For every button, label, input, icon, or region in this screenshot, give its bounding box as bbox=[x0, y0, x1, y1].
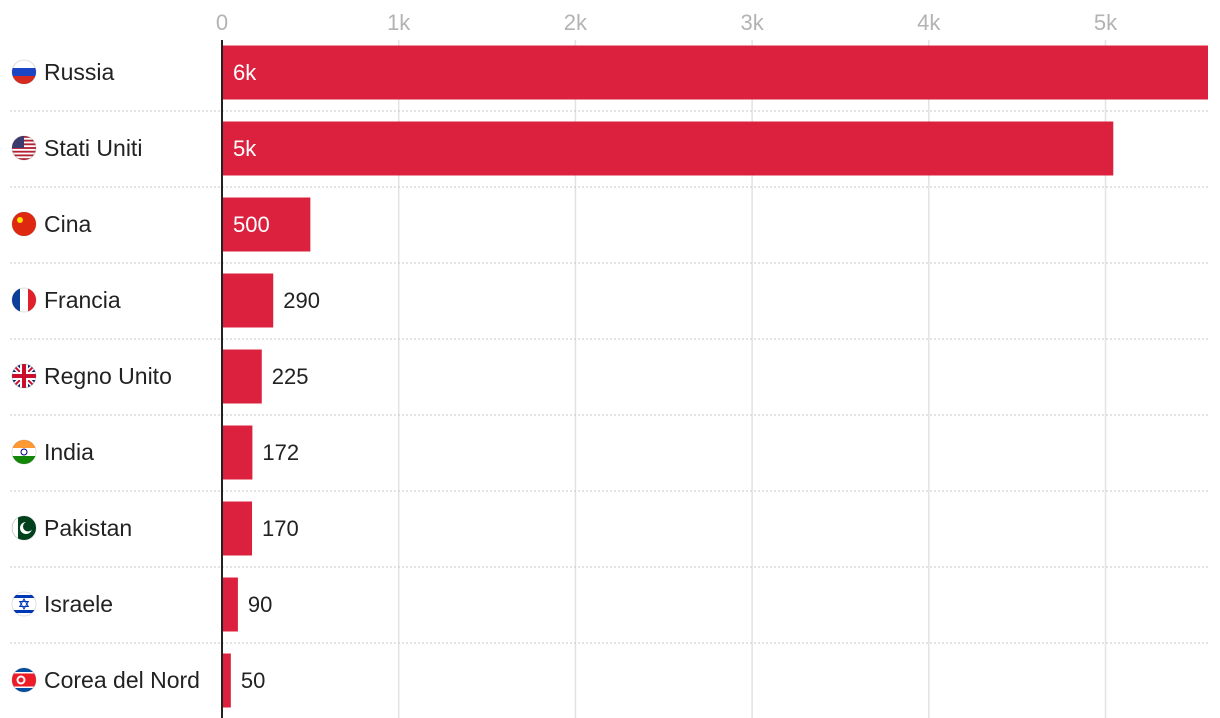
x-tick-label: 0 bbox=[216, 10, 228, 35]
israel-flag-icon bbox=[11, 591, 37, 617]
usa-flag-icon bbox=[11, 135, 37, 161]
bar bbox=[222, 577, 238, 632]
category-labels: Russia Stati Uniti Cina Francia Regno Unito I… bbox=[11, 59, 200, 693]
bar-value-label: 172 bbox=[262, 440, 299, 465]
uk-flag-icon bbox=[11, 363, 37, 389]
row-separators bbox=[10, 110, 1208, 644]
x-tick-label: 1k bbox=[387, 10, 411, 35]
bar bbox=[222, 121, 1114, 176]
bar-value-label: 500 bbox=[233, 212, 270, 237]
bar-value-label: 225 bbox=[272, 364, 309, 389]
bar-value-label: 5k bbox=[233, 136, 257, 161]
x-tick-label: 4k bbox=[917, 10, 941, 35]
russia-flag-icon bbox=[11, 59, 37, 85]
category-label: India bbox=[44, 439, 94, 465]
china-flag-icon bbox=[11, 211, 37, 237]
bar bbox=[222, 425, 253, 480]
bar-value-label: 90 bbox=[248, 592, 272, 617]
bar bbox=[222, 45, 1208, 100]
bar bbox=[222, 349, 262, 404]
india-flag-icon bbox=[11, 439, 37, 465]
category-label: Russia bbox=[44, 59, 115, 85]
x-tick-label: 3k bbox=[740, 10, 764, 35]
bar bbox=[222, 197, 311, 252]
x-tick-label: 2k bbox=[564, 10, 588, 35]
bar bbox=[222, 501, 253, 556]
bar-value-label: 290 bbox=[283, 288, 320, 313]
bar bbox=[222, 653, 231, 708]
bar-value-label: 170 bbox=[262, 516, 299, 541]
north-korea-flag-icon bbox=[11, 667, 37, 693]
category-label: Cina bbox=[44, 211, 92, 237]
x-tick-label: 5k bbox=[1094, 10, 1118, 35]
category-label: Francia bbox=[44, 287, 121, 313]
bars: 6k 5k 500 290 225 172 170 90 50 bbox=[222, 45, 1208, 708]
france-flag-icon bbox=[11, 287, 37, 313]
bar bbox=[222, 273, 274, 328]
x-axis-ticks: 0 1k 2k 3k 4k 5k bbox=[216, 10, 1118, 35]
bar-value-label: 6k bbox=[233, 60, 257, 85]
category-label: Corea del Nord bbox=[44, 667, 200, 693]
category-label: Pakistan bbox=[44, 515, 132, 541]
category-label: Regno Unito bbox=[44, 363, 172, 389]
pakistan-flag-icon bbox=[11, 515, 37, 541]
category-label: Israele bbox=[44, 591, 113, 617]
bar-value-label: 50 bbox=[241, 668, 265, 693]
category-label: Stati Uniti bbox=[44, 135, 142, 161]
